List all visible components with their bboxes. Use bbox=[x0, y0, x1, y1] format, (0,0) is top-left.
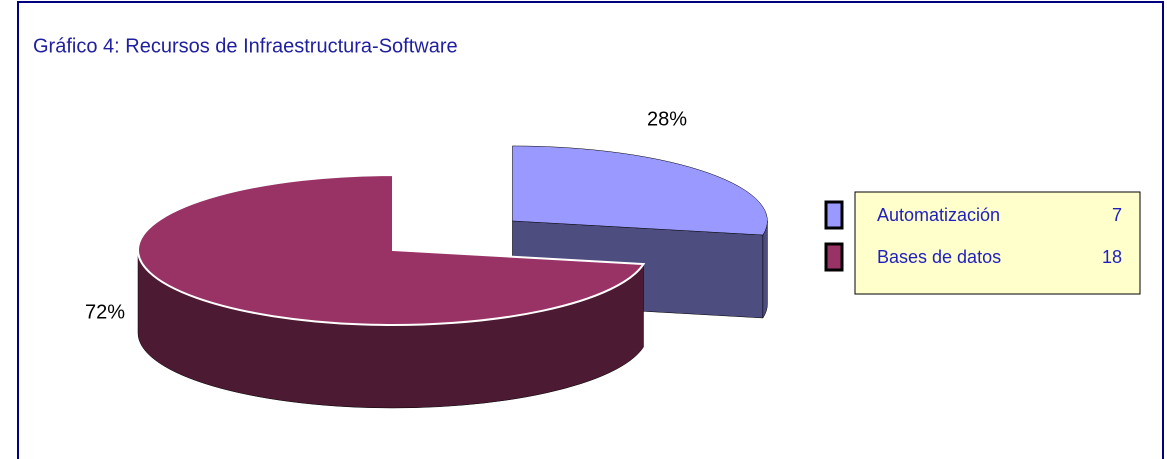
legend-swatch bbox=[824, 242, 844, 272]
legend-count: 7 bbox=[1112, 205, 1122, 225]
legend-label: Automatización bbox=[877, 205, 1000, 225]
legend-count: 18 bbox=[1102, 247, 1122, 267]
pie-slice-side bbox=[762, 220, 768, 319]
legend-label: Bases de datos bbox=[877, 247, 1001, 267]
legend-box bbox=[854, 191, 1141, 295]
legend-swatch bbox=[824, 200, 844, 230]
pie-slice bbox=[137, 173, 646, 326]
data-label: 28% bbox=[647, 108, 687, 130]
chart-title: Gráfico 4: Recursos de Infraestructura-S… bbox=[33, 35, 458, 57]
pie-slice bbox=[512, 145, 768, 236]
data-label: 72% bbox=[85, 301, 125, 323]
